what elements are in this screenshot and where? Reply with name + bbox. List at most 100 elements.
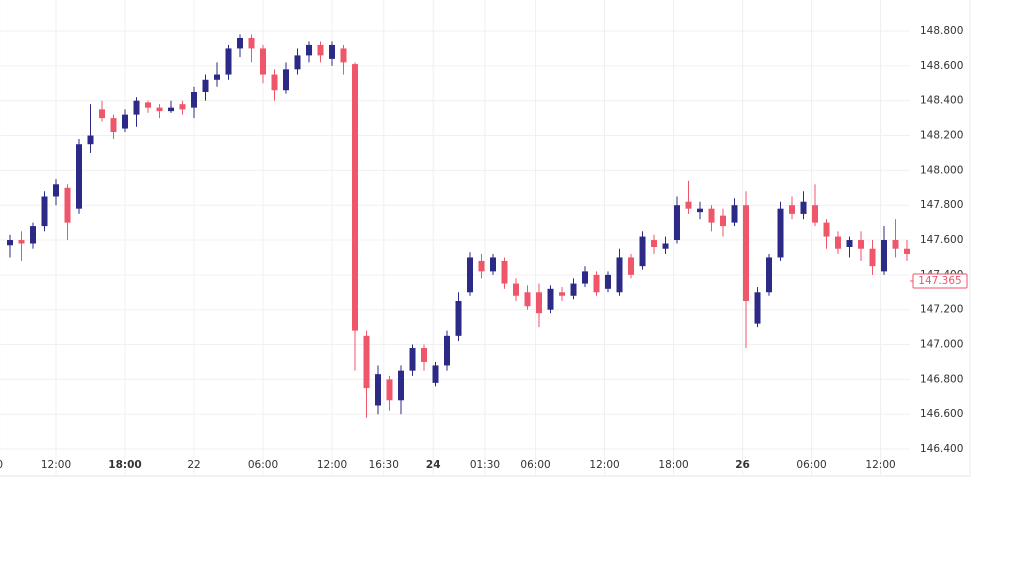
y-tick-label: 147.600 bbox=[920, 234, 963, 246]
candle-body bbox=[789, 205, 796, 214]
candle-body bbox=[179, 104, 186, 110]
candle-body bbox=[375, 374, 382, 406]
candle-body bbox=[835, 236, 842, 249]
y-tick-label: 146.600 bbox=[920, 408, 963, 420]
x-tick-label: 12:00 bbox=[589, 459, 619, 471]
candle-body bbox=[248, 37, 255, 49]
x-tick-label: 24 bbox=[426, 459, 441, 471]
candle-body bbox=[651, 240, 658, 247]
candle-body bbox=[846, 240, 853, 247]
candle-body bbox=[697, 208, 704, 213]
candle-body bbox=[593, 274, 600, 293]
candle-body bbox=[191, 91, 198, 108]
candle-body bbox=[467, 257, 474, 293]
candle-body bbox=[582, 271, 589, 284]
candle-body bbox=[536, 292, 543, 314]
candle-body bbox=[294, 55, 301, 70]
y-tick-label: 147.200 bbox=[920, 304, 963, 316]
candle-body bbox=[76, 144, 83, 209]
x-tick-label: 06:00 bbox=[248, 459, 278, 471]
candle-body bbox=[858, 240, 865, 249]
candle-body bbox=[18, 240, 25, 244]
candle-body bbox=[904, 248, 911, 254]
candle-body bbox=[754, 292, 761, 324]
candle-body bbox=[122, 114, 129, 129]
candle-body bbox=[777, 208, 784, 258]
candle-body bbox=[605, 274, 612, 289]
candle-body bbox=[501, 260, 508, 284]
y-tick-label: 148.200 bbox=[920, 130, 963, 142]
candle-body bbox=[99, 109, 106, 119]
x-tick-label: 18:00 bbox=[658, 459, 688, 471]
candle-body bbox=[340, 48, 347, 63]
x-tick-label: 06:00 bbox=[520, 459, 550, 471]
x-tick-label: 22 bbox=[187, 459, 200, 471]
candle-body bbox=[214, 74, 221, 80]
candle-body bbox=[202, 79, 209, 92]
candle-body bbox=[168, 107, 175, 112]
x-tick-label: 06:00 bbox=[796, 459, 826, 471]
candle-body bbox=[64, 187, 71, 223]
candle-body bbox=[133, 100, 140, 115]
x-tick-label: 12:00 bbox=[317, 459, 347, 471]
y-tick-label: 148.800 bbox=[920, 25, 963, 37]
x-tick-label: 16:30 bbox=[369, 459, 399, 471]
candle-body bbox=[237, 37, 244, 49]
candle-body bbox=[881, 240, 888, 272]
candle-body bbox=[87, 135, 94, 145]
candle-body bbox=[110, 118, 117, 133]
y-tick-label: 148.600 bbox=[920, 60, 963, 72]
y-tick-label: 148.400 bbox=[920, 95, 963, 107]
x-tick-label: 18:00 bbox=[108, 459, 141, 471]
candle-body bbox=[7, 240, 14, 246]
candle-body bbox=[398, 370, 405, 401]
candle-body bbox=[386, 379, 393, 401]
candle-body bbox=[444, 335, 451, 366]
candle-body bbox=[616, 257, 623, 293]
candle-body bbox=[478, 260, 485, 272]
candle-body bbox=[674, 205, 681, 241]
y-tick-label: 147.000 bbox=[920, 339, 963, 351]
candle-body bbox=[432, 365, 439, 383]
x-tick-label: 01:30 bbox=[470, 459, 500, 471]
candle-body bbox=[30, 226, 37, 244]
candle-body bbox=[524, 292, 531, 307]
candle-body bbox=[731, 205, 738, 223]
candle-body bbox=[490, 257, 497, 272]
candle-body bbox=[708, 208, 715, 223]
y-tick-label: 147.800 bbox=[920, 199, 963, 211]
candle-body bbox=[639, 236, 646, 267]
candle-body bbox=[306, 44, 313, 56]
candle-body bbox=[329, 44, 336, 59]
candle-body bbox=[317, 44, 324, 56]
candle-body bbox=[662, 243, 669, 249]
candle-body bbox=[547, 288, 554, 310]
last-price-label: 147.365 bbox=[918, 275, 961, 287]
candle-body bbox=[570, 283, 577, 296]
candle-body bbox=[720, 215, 727, 227]
candle-body bbox=[421, 348, 428, 362]
candle-body bbox=[145, 102, 152, 108]
candle-body bbox=[800, 201, 807, 214]
candle-body bbox=[559, 292, 566, 296]
x-tick-label: 12:00 bbox=[41, 459, 71, 471]
candle-body bbox=[455, 300, 462, 336]
candle-body bbox=[156, 107, 163, 112]
candle-body bbox=[409, 348, 416, 371]
candle-body bbox=[743, 205, 750, 301]
candle-body bbox=[225, 48, 232, 75]
candle-body bbox=[628, 257, 635, 275]
y-tick-label: 148.000 bbox=[920, 164, 963, 176]
candle-body bbox=[352, 64, 359, 331]
candle-body bbox=[823, 222, 830, 237]
candle-body bbox=[869, 248, 876, 267]
candle-body bbox=[513, 283, 520, 296]
candle-body bbox=[766, 257, 773, 293]
candle-body bbox=[41, 196, 48, 227]
candle-body bbox=[271, 74, 278, 91]
candle-body bbox=[53, 184, 60, 197]
x-tick-label: 0 bbox=[0, 459, 3, 471]
candle-body bbox=[812, 205, 819, 223]
y-tick-label: 146.400 bbox=[920, 443, 963, 455]
